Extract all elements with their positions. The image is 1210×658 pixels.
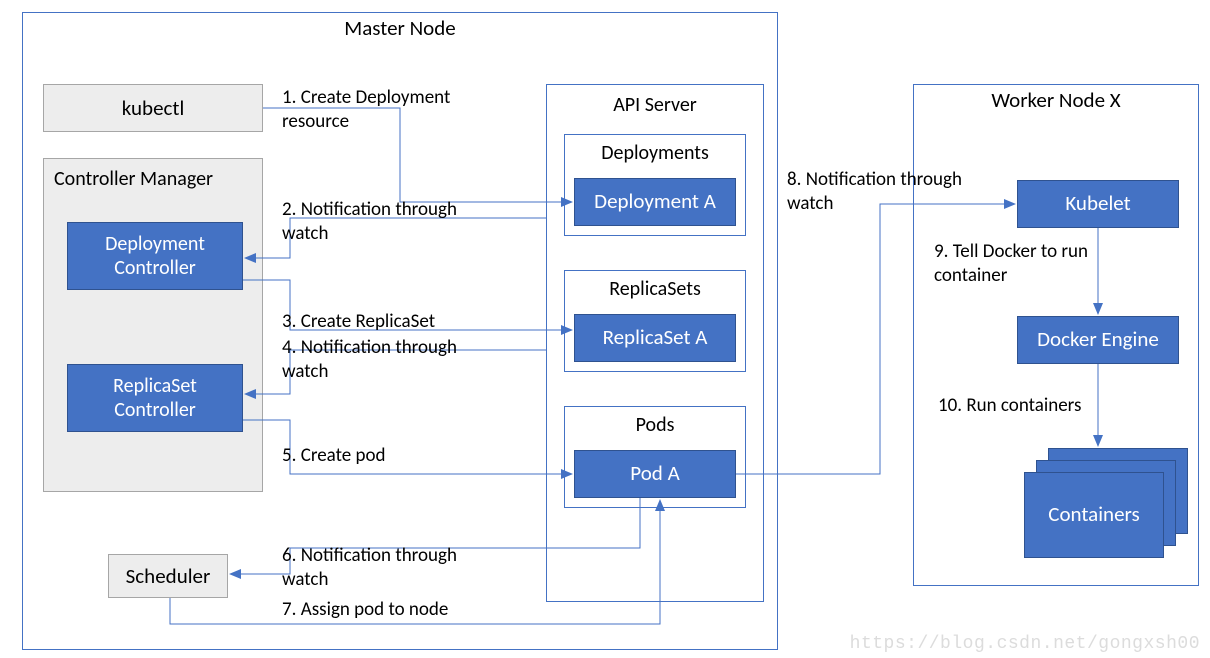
deployments-title: Deployments	[565, 135, 745, 171]
edge-6-label: 6. Notification through watch	[282, 544, 457, 592]
kubelet-box: Kubelet	[1017, 180, 1179, 228]
pods-title: Pods	[565, 407, 745, 443]
deployment-controller-label: Deployment Controller	[105, 232, 205, 280]
kubectl-label: kubectl	[122, 95, 185, 121]
scheduler-box: Scheduler	[108, 554, 228, 598]
edge-2-label: 2. Notification through watch	[282, 198, 457, 246]
kubelet-label: Kubelet	[1065, 191, 1130, 216]
master-node-title: Master Node	[334, 11, 465, 45]
controller-manager-box: Controller Manager	[43, 158, 263, 492]
containers-label: Containers	[1048, 502, 1139, 527]
replicaset-a-box: ReplicaSet A	[574, 314, 736, 362]
docker-engine-label: Docker Engine	[1037, 327, 1159, 352]
pod-a-label: Pod A	[630, 461, 679, 486]
edge-5-label: 5. Create pod	[282, 444, 386, 468]
replicaset-a-label: ReplicaSet A	[603, 325, 708, 350]
controller-manager-title: Controller Manager	[44, 159, 262, 197]
docker-engine-box: Docker Engine	[1017, 316, 1179, 364]
edge-9-label: 9. Tell Docker to run container	[934, 240, 1088, 288]
edge-3-label: 3. Create ReplicaSet	[282, 310, 435, 334]
worker-node-title: Worker Node X	[981, 83, 1130, 117]
replicaset-controller-box: ReplicaSet Controller	[67, 364, 243, 432]
kubectl-box: kubectl	[43, 84, 263, 132]
edge-10-label: 10. Run containers	[938, 394, 1081, 418]
pod-a-box: Pod A	[574, 450, 736, 498]
scheduler-label: Scheduler	[126, 563, 211, 589]
watermark: https://blog.csdn.net/gongxsh00	[850, 634, 1200, 654]
api-server-title: API Server	[547, 85, 763, 123]
edge-1-label: 1. Create Deployment resource	[282, 86, 450, 134]
edge-8-label: 8. Notification through watch	[787, 168, 962, 216]
deployment-a-box: Deployment A	[574, 178, 736, 226]
deployment-controller-box: Deployment Controller	[67, 222, 243, 290]
replicaset-controller-label: ReplicaSet Controller	[113, 374, 197, 422]
replicasets-title: ReplicaSets	[565, 271, 745, 307]
edge-7-label: 7. Assign pod to node	[282, 598, 448, 622]
deployment-a-label: Deployment A	[594, 189, 716, 214]
edge-4-label: 4. Notification through watch	[282, 336, 457, 384]
containers-box: Containers	[1024, 472, 1164, 558]
